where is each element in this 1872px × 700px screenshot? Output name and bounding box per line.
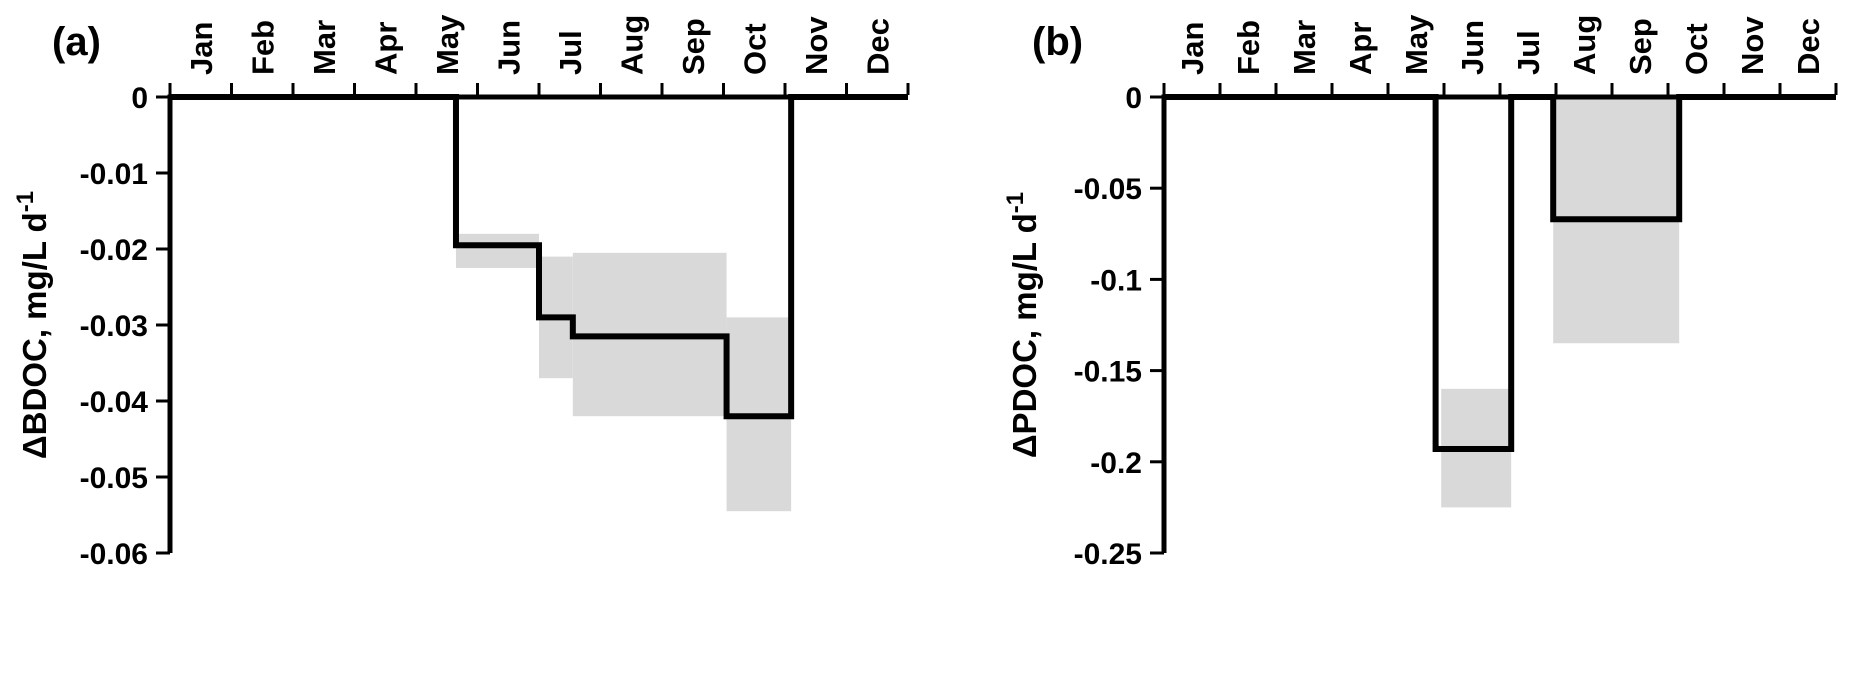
x-tick-label: Feb (1231, 20, 1266, 75)
x-tick-label: Apr (368, 22, 403, 75)
y-tick-label: -0.25 (1074, 538, 1142, 571)
y-tick-label: -0.02 (80, 234, 148, 267)
x-tick-label: Feb (245, 20, 280, 75)
x-tick-label: Jan (184, 22, 219, 75)
x-tick-label: Sep (676, 18, 711, 75)
x-tick-label: Nov (1735, 16, 1770, 75)
x-tick-label: Jan (1175, 22, 1210, 75)
step-line (1164, 94, 1836, 453)
y-tick-label: -0.2 (1090, 447, 1142, 480)
x-tick-label: Aug (1567, 15, 1602, 75)
y-tick-label: -0.04 (80, 386, 149, 419)
panel-b-label: (b) (1032, 20, 1084, 64)
x-tick-label: May (430, 14, 465, 75)
panel-a-chart: Jan Feb Mar Apr May Jun Jul Aug Sep Oct Nov Dec 0 -0.… (12, 14, 910, 571)
y-tick-label: 0 (131, 82, 148, 115)
x-tick-label: Mar (307, 20, 342, 75)
x-tick-label: Sep (1623, 18, 1658, 75)
panel-a-label: (a) (52, 20, 101, 64)
x-tick-label: Mar (1287, 20, 1322, 75)
x-tick-label: Dec (1791, 18, 1826, 75)
x-tick-label: Jul (553, 30, 588, 75)
x-tick-label: May (1399, 14, 1434, 75)
y-tick-label: -0.05 (1074, 173, 1142, 206)
x-tick-label: Jun (1455, 20, 1490, 75)
x-tick-label: Oct (1679, 23, 1714, 75)
y-tick-label: -0.1 (1090, 264, 1142, 297)
y-tick-label: -0.03 (80, 310, 148, 343)
y-tick-label: -0.01 (80, 158, 148, 191)
x-tick-label: Nov (799, 16, 834, 75)
y-tick-label: -0.06 (80, 538, 148, 571)
panel-b-chart: Jan Feb Mar Apr May Jun Jul Aug Sep Oct Nov Dec 0 -0.… (1002, 14, 1838, 571)
y-tick-label: -0.15 (1074, 356, 1142, 389)
y-axis-title: ΔPDOC, mg/L d-1 (1002, 192, 1043, 458)
y-axis-title: ΔBDOC, mg/L d-1 (12, 191, 53, 459)
y-tick-label: -0.05 (80, 462, 148, 495)
panel-b: (b) Jan Feb Mar Apr May Jun Jul Aug Sep Oct Nov Dec… (936, 0, 1872, 700)
x-tick-label: Oct (737, 23, 772, 75)
panel-a: (a) Jan Feb Mar Apr May Jun Jul Aug Sep Oct Nov Dec… (12, 14, 910, 571)
x-tick-label: Jul (1511, 30, 1546, 75)
x-tick-label: Apr (1343, 22, 1378, 75)
x-tick-label: Dec (860, 18, 895, 75)
uncertainty-band (455, 233, 539, 268)
x-tick-label: Jun (491, 20, 526, 75)
y-tick-label: 0 (1125, 82, 1142, 115)
step-line (170, 94, 908, 420)
x-tick-label: Aug (614, 15, 649, 75)
